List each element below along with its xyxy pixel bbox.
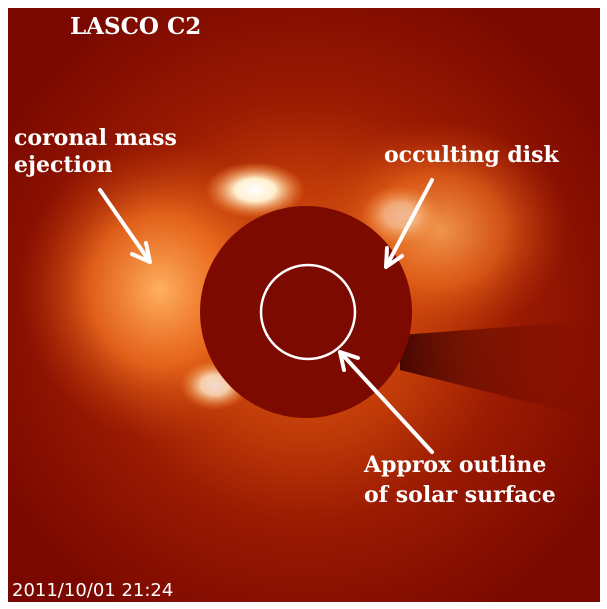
- annotation: Approx outline: [363, 452, 546, 478]
- occulting-disk: [200, 206, 412, 418]
- timestamp: 2011/10/01 21:24: [12, 580, 173, 601]
- annotation: of solar surface: [364, 482, 556, 508]
- coronagraph-image: LASCO C2 coronal mass ejection occulting…: [0, 0, 607, 609]
- annotation: coronal mass: [14, 125, 177, 151]
- title: LASCO C2: [70, 13, 201, 40]
- annotation: occulting disk: [384, 142, 560, 168]
- page: LASCO C2 coronal mass ejection occulting…: [0, 0, 607, 609]
- sky: [8, 8, 600, 602]
- annotation: ejection: [14, 152, 113, 178]
